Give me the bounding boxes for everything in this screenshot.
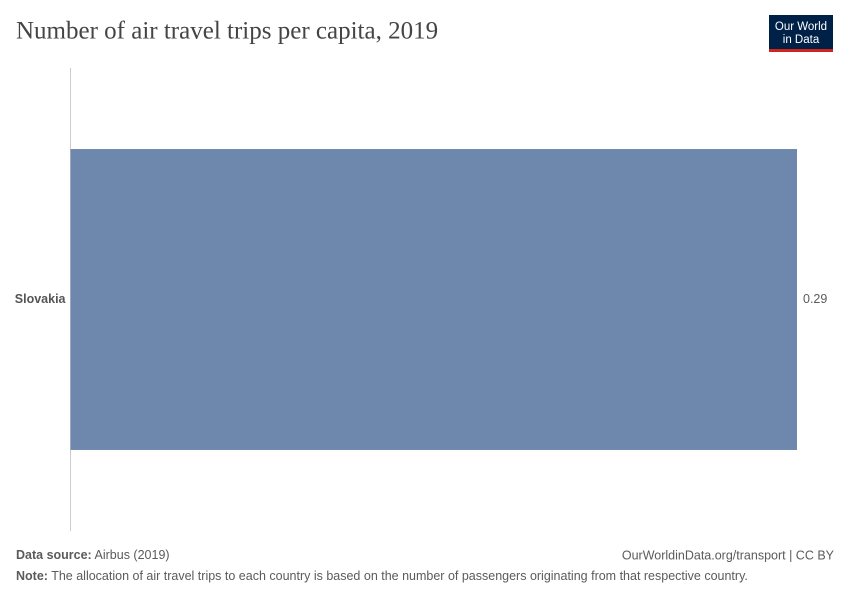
source-text: Airbus (2019) [95, 548, 170, 562]
chart-title: Number of air travel trips per capita, 2… [16, 18, 438, 45]
logo[interactable]: Our World in Data [769, 15, 833, 52]
bar [70, 149, 797, 450]
logo-underline [769, 49, 833, 52]
source: Data source: Airbus (2019) [16, 548, 170, 562]
value-label: 0.29 [803, 292, 827, 306]
note-text: The allocation of air travel trips to ea… [51, 569, 748, 583]
logo-box [769, 15, 833, 51]
note: Note: The allocation of air travel trips… [16, 569, 748, 583]
source-label: Data source: [16, 548, 92, 562]
logo-text: in Data [783, 34, 820, 46]
footer-link[interactable]: OurWorldinData.org/transport | CC BY [622, 548, 835, 562]
category-label: Slovakia [15, 292, 67, 306]
logo-text: Our World [775, 21, 827, 33]
note-label: Note: [16, 569, 48, 583]
